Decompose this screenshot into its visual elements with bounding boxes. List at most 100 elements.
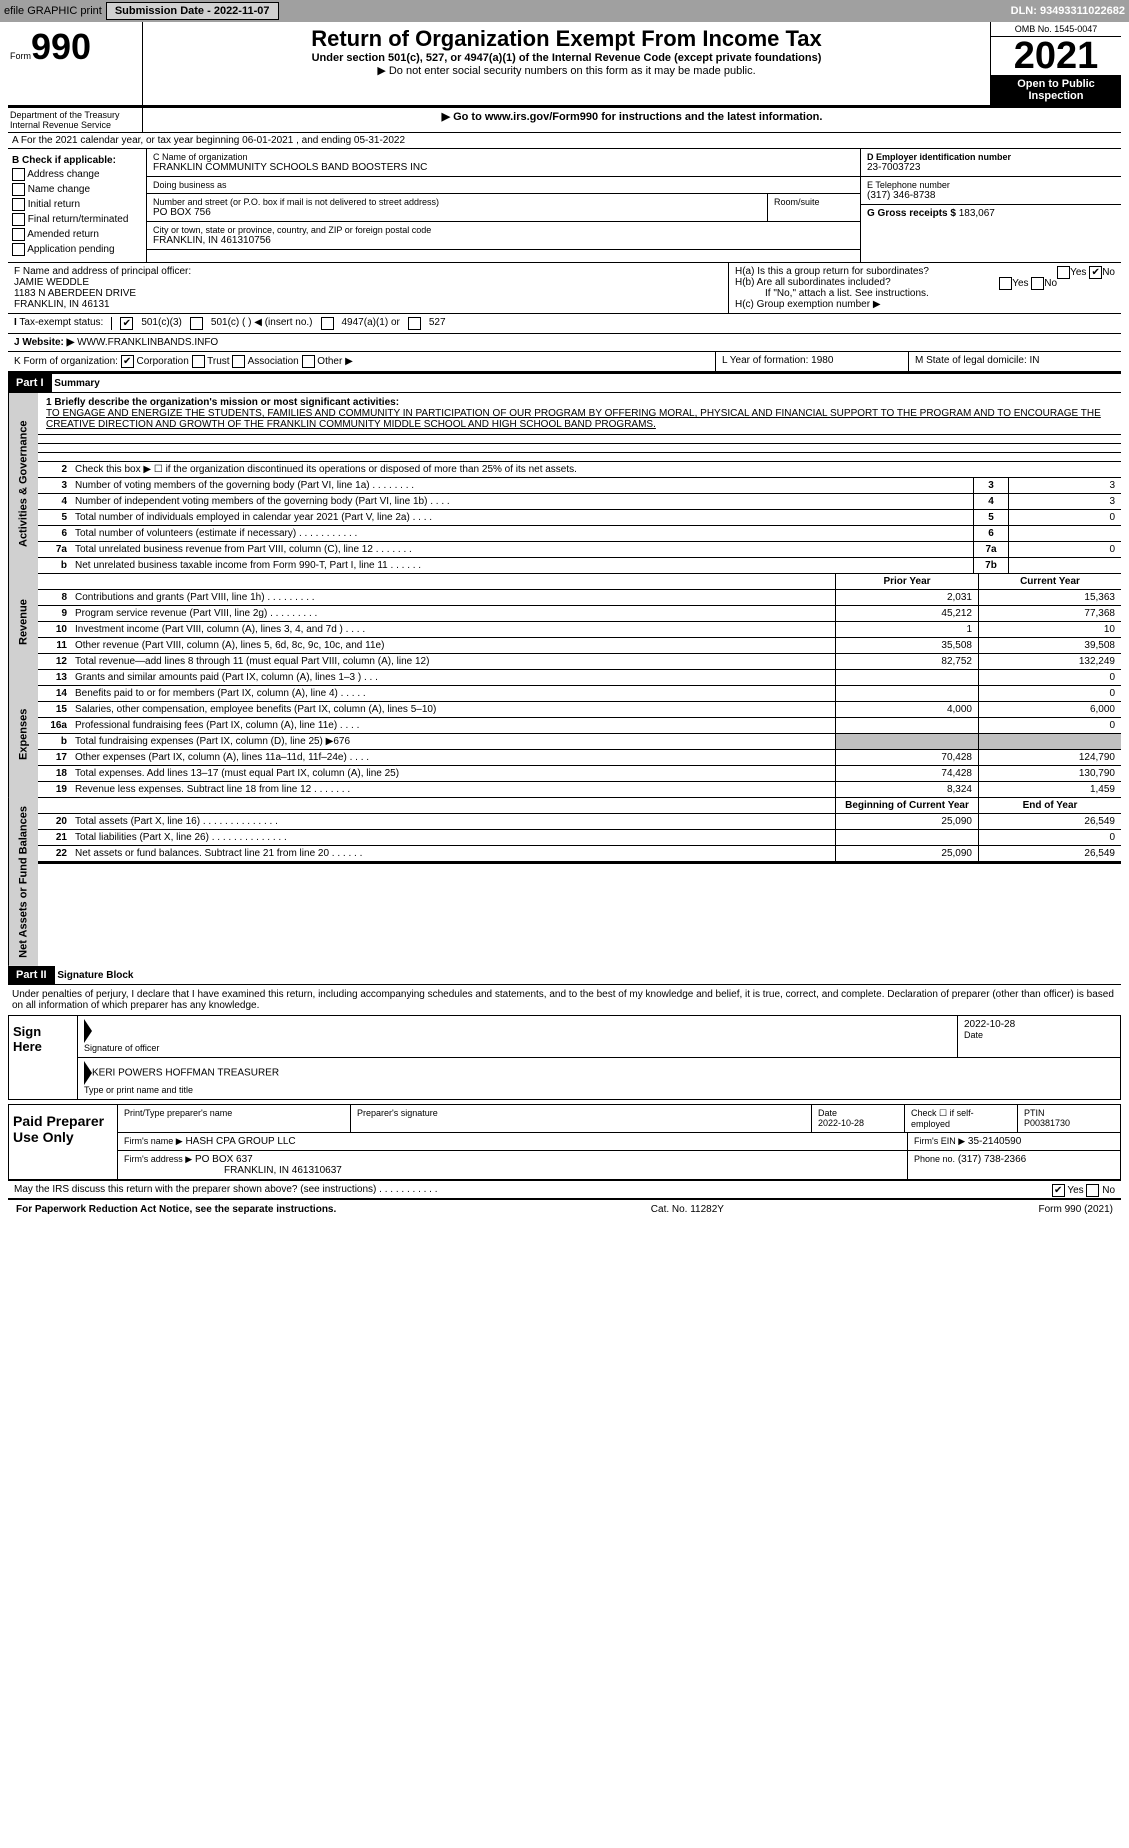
state-label: M State of legal domicile: bbox=[915, 355, 1027, 366]
officer-name: JAMIE WEDDLE bbox=[14, 277, 722, 288]
gross-label: G Gross receipts $ bbox=[867, 208, 956, 219]
footer-mid: Cat. No. 11282Y bbox=[651, 1204, 724, 1215]
irs-link[interactable]: ▶ Go to www.irs.gov/Form990 for instruct… bbox=[143, 108, 1121, 132]
dept-treasury: Department of the Treasury Internal Reve… bbox=[8, 108, 143, 132]
cb-527[interactable] bbox=[408, 317, 421, 330]
sign-here-label: Sign Here bbox=[9, 1016, 78, 1099]
cb-amended[interactable] bbox=[12, 228, 25, 241]
end-year-h: End of Year bbox=[978, 798, 1121, 813]
prep-ptin: P00381730 bbox=[1024, 1118, 1070, 1128]
room-label: Room/suite bbox=[768, 194, 860, 221]
tax-year: 2021 bbox=[991, 37, 1121, 75]
check-label: B Check if applicable: bbox=[12, 155, 142, 166]
arrow-icon bbox=[84, 1019, 92, 1043]
prep-date: 2022-10-28 bbox=[818, 1118, 864, 1128]
begin-year-h: Beginning of Current Year bbox=[835, 798, 978, 813]
tab-governance: Activities & Governance bbox=[8, 393, 38, 574]
submission-date-btn[interactable]: Submission Date - 2022-11-07 bbox=[106, 2, 279, 20]
cb-trust[interactable] bbox=[192, 355, 205, 368]
city-label: City or town, state or province, country… bbox=[153, 225, 854, 235]
officer-label: F Name and address of principal officer: bbox=[14, 266, 722, 277]
cb-name[interactable] bbox=[12, 183, 25, 196]
hb-note: If "No," attach a list. See instructions… bbox=[735, 288, 1115, 299]
ha-yes[interactable] bbox=[1057, 266, 1070, 279]
part2-name: Signature Block bbox=[57, 970, 133, 981]
line3-t: Number of voting members of the governin… bbox=[71, 478, 973, 493]
form-header: Form990 Return of Organization Exempt Fr… bbox=[8, 22, 1121, 108]
part1-name: Summary bbox=[54, 378, 100, 389]
sig-officer-label: Signature of officer bbox=[84, 1043, 159, 1053]
officer-addr2: FRANKLIN, IN 46131 bbox=[14, 299, 722, 310]
sig-date-label: Date bbox=[964, 1030, 983, 1040]
form-title: Return of Organization Exempt From Incom… bbox=[147, 26, 986, 52]
city-value: FRANKLIN, IN 461310756 bbox=[153, 235, 854, 246]
current-year-h: Current Year bbox=[978, 574, 1121, 589]
sig-name: KERI POWERS HOFFMAN TREASURER bbox=[92, 1067, 279, 1078]
discuss-q: May the IRS discuss this return with the… bbox=[14, 1184, 438, 1195]
firm-phone: (317) 738-2366 bbox=[958, 1154, 1026, 1165]
arrow-icon bbox=[84, 1061, 92, 1085]
part1-header: Part I bbox=[8, 374, 52, 392]
prep-sig-h: Preparer's signature bbox=[351, 1105, 812, 1132]
ein-label: D Employer identification number bbox=[867, 152, 1115, 162]
street-label: Number and street (or P.O. box if mail i… bbox=[153, 197, 761, 207]
ssn-warning: ▶ Do not enter social security numbers o… bbox=[147, 64, 986, 77]
street-value: PO BOX 756 bbox=[153, 207, 761, 218]
hb-no[interactable] bbox=[1031, 277, 1044, 290]
cb-corp[interactable] bbox=[121, 355, 134, 368]
efile-label: efile GRAPHIC print bbox=[4, 5, 102, 17]
year-form-label: L Year of formation: bbox=[722, 355, 808, 366]
discuss-no[interactable] bbox=[1086, 1184, 1099, 1197]
cb-other[interactable] bbox=[302, 355, 315, 368]
cb-4947[interactable] bbox=[321, 317, 334, 330]
cb-address[interactable] bbox=[12, 168, 25, 181]
hb-yes[interactable] bbox=[999, 277, 1012, 290]
cb-pending[interactable] bbox=[12, 243, 25, 256]
website-url[interactable]: WWW.FRANKLINBANDS.INFO bbox=[77, 337, 218, 348]
checkbox-column: B Check if applicable: Address change Na… bbox=[8, 149, 147, 262]
section-a: A For the 2021 calendar year, or tax yea… bbox=[8, 133, 1121, 149]
cb-501c[interactable] bbox=[190, 317, 203, 330]
state-value: IN bbox=[1030, 355, 1040, 366]
ha-label: H(a) Is this a group return for subordin… bbox=[735, 266, 929, 277]
line2: Check this box ▶ ☐ if the organization d… bbox=[71, 462, 1121, 477]
form-label: Form bbox=[10, 51, 31, 61]
ein-value: 23-7003723 bbox=[867, 162, 1115, 173]
prep-check-h: Check ☐ if self-employed bbox=[905, 1105, 1018, 1132]
phone-label: E Telephone number bbox=[867, 180, 1115, 190]
cb-501c3[interactable] bbox=[120, 317, 133, 330]
tax-status-row: I Tax-exempt status: 501(c)(3) 501(c) ( … bbox=[8, 314, 1121, 334]
sig-name-label: Type or print name and title bbox=[84, 1085, 193, 1095]
ha-no[interactable] bbox=[1089, 266, 1102, 279]
year-form-value: 1980 bbox=[811, 355, 833, 366]
officer-addr1: 1183 N ABERDEEN DRIVE bbox=[14, 288, 722, 299]
cb-final[interactable] bbox=[12, 213, 25, 226]
part2-header: Part II bbox=[8, 966, 55, 984]
formorg-label: K Form of organization: bbox=[14, 356, 118, 367]
top-bar: efile GRAPHIC print Submission Date - 20… bbox=[0, 0, 1129, 22]
org-name: FRANKLIN COMMUNITY SCHOOLS BAND BOOSTERS… bbox=[153, 162, 854, 173]
mission-text: TO ENGAGE AND ENERGIZE THE STUDENTS, FAM… bbox=[46, 408, 1113, 430]
tab-netassets: Net Assets or Fund Balances bbox=[8, 798, 38, 966]
form-number: 990 bbox=[31, 26, 91, 67]
mission-q: 1 Briefly describe the organization's mi… bbox=[46, 397, 399, 408]
footer-right: Form 990 (2021) bbox=[1039, 1204, 1113, 1215]
sig-date: 2022-10-28 bbox=[964, 1019, 1015, 1030]
dba-label: Doing business as bbox=[153, 180, 854, 190]
phone-value: (317) 346-8738 bbox=[867, 190, 1115, 201]
prior-year-h: Prior Year bbox=[835, 574, 978, 589]
tab-expenses: Expenses bbox=[8, 670, 38, 798]
firm-name: HASH CPA GROUP LLC bbox=[185, 1136, 295, 1147]
footer-left: For Paperwork Reduction Act Notice, see … bbox=[16, 1204, 336, 1215]
hb-label: H(b) Are all subordinates included? bbox=[735, 277, 891, 288]
paid-preparer-label: Paid Preparer Use Only bbox=[9, 1105, 118, 1179]
tab-revenue: Revenue bbox=[8, 574, 38, 670]
gross-value: 183,067 bbox=[959, 208, 995, 219]
prep-name-h: Print/Type preparer's name bbox=[118, 1105, 351, 1132]
form-subtitle: Under section 501(c), 527, or 4947(a)(1)… bbox=[147, 52, 986, 64]
cb-assoc[interactable] bbox=[232, 355, 245, 368]
discuss-yes[interactable] bbox=[1052, 1184, 1065, 1197]
open-public: Open to Public Inspection bbox=[991, 75, 1121, 105]
cb-initial[interactable] bbox=[12, 198, 25, 211]
sig-declaration: Under penalties of perjury, I declare th… bbox=[8, 985, 1121, 1015]
